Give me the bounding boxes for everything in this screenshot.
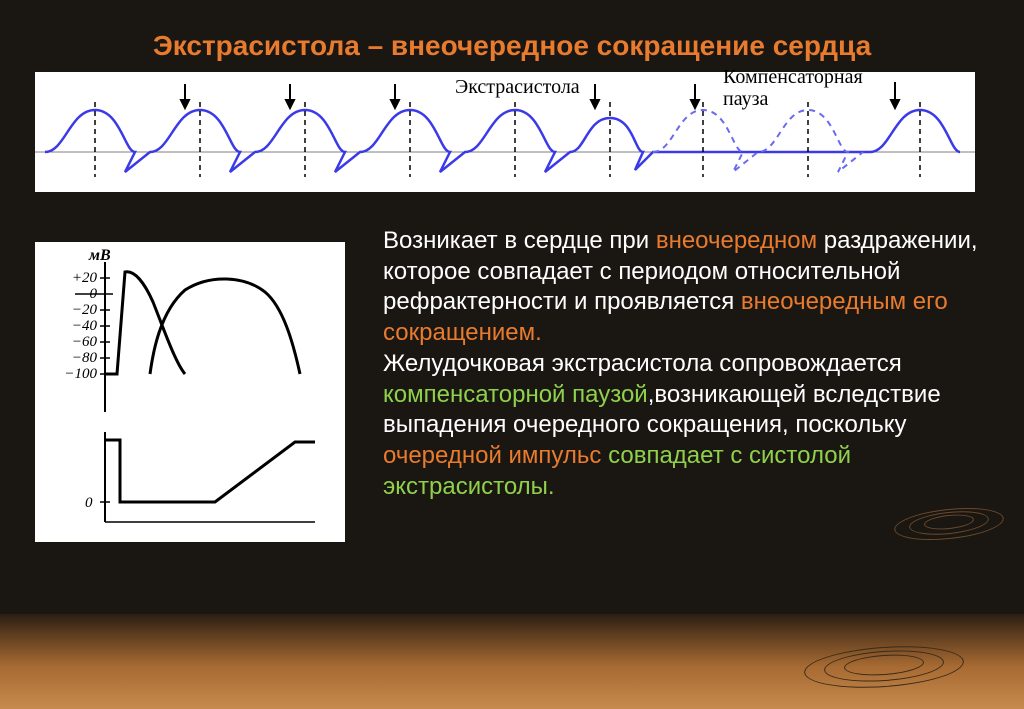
svg-text:0: 0 [85, 495, 93, 511]
svg-text:−80: −80 [72, 350, 98, 366]
text-column: Возникает в сердце при внеочередном разд… [345, 226, 1004, 542]
label-pause: Компенсаторная пауза [723, 66, 863, 110]
svg-text:+20: +20 [72, 270, 98, 286]
graph-svg: +20 0 −20 −40 −60 −80 −100 мВ 0 [35, 242, 345, 542]
svg-text:−60: −60 [72, 334, 98, 350]
paragraph-2: которое совпадает с периодом относительн… [383, 257, 979, 349]
label-extrasystole: Экстрасистола [455, 76, 580, 99]
waveform-diagram: Экстрасистола Компенсаторная пауза [35, 72, 975, 192]
slide-title: Экстрасистола – внеочередное сокращение … [20, 30, 1004, 62]
action-potential-graph: +20 0 −20 −40 −60 −80 −100 мВ 0 [35, 242, 345, 542]
paragraph-3: Желудочковая экстрасистола сопровождаетс… [383, 349, 979, 503]
svg-text:−20: −20 [72, 302, 98, 318]
svg-text:мВ: мВ [88, 247, 111, 264]
svg-text:−100: −100 [64, 366, 97, 382]
paragraph-1: Возникает в сердце при внеочередном разд… [383, 226, 979, 257]
floor-gradient [0, 614, 1024, 709]
svg-text:−40: −40 [72, 318, 98, 334]
slide: Экстрасистола – внеочередное сокращение … [0, 0, 1024, 709]
body-row: +20 0 −20 −40 −60 −80 −100 мВ 0 [20, 226, 1004, 542]
